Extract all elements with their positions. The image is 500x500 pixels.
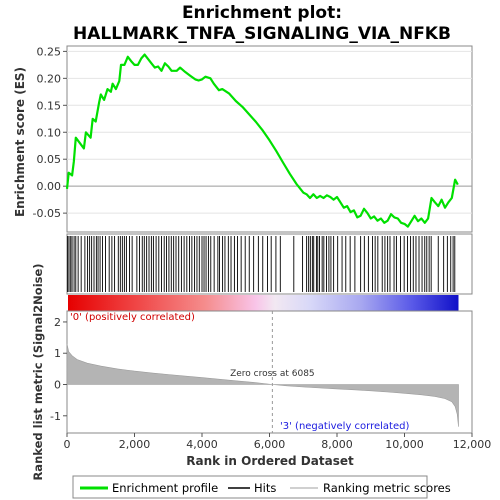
metric-y-tick-label: -1	[50, 410, 61, 423]
legend-label-ranking: Ranking metric scores	[323, 481, 451, 495]
es-y-tick-label: -0.05	[33, 207, 61, 220]
hits-group	[67, 236, 456, 292]
es-y-tick-label: 0.05	[37, 153, 62, 166]
es-y-tick-label: 0.15	[37, 99, 62, 112]
title-line-1: Enrichment plot:	[182, 3, 342, 23]
enrichment-profile-line	[65, 53, 459, 228]
metric-y-axis-title: Ranked list metric (Signal2Noise)	[31, 263, 45, 480]
legend-label-enrichment: Enrichment profile	[112, 481, 218, 495]
metric-y-tick-label: 1	[54, 347, 61, 360]
negative-correlation-label: '3' (negatively correlated)	[280, 421, 409, 432]
metric-y-tick-label: 0	[54, 379, 61, 392]
enrichment-profile-line-group	[65, 53, 459, 228]
metric-y-tick-label: 2	[54, 316, 61, 329]
ranking-metric-group	[66, 343, 459, 427]
metric-y-ticks: 2 1 0 -1	[50, 316, 67, 423]
legend-box	[72, 475, 428, 499]
ranking-color-bar	[68, 295, 459, 311]
ranking-metric-area	[66, 343, 459, 427]
hits-panel-frame	[66, 233, 473, 295]
es-y-tick-label: 0.25	[37, 45, 62, 58]
es-y-tick-label: 0.00	[37, 180, 62, 193]
x-tick-label: 4,000	[186, 438, 218, 451]
zero-cross-label: Zero cross at 6085	[230, 369, 315, 379]
legend-label-hits: Hits	[254, 481, 276, 495]
x-tick-label: 2,000	[119, 438, 151, 451]
es-y-tick-label: 0.20	[37, 72, 62, 85]
x-tick-label: 10,000	[385, 438, 424, 451]
es-y-tick-label: 0.10	[37, 126, 62, 139]
positive-correlation-label: '0' (positively correlated)	[70, 312, 195, 323]
x-tick-label: 0	[64, 438, 71, 451]
x-tick-label: 12,000	[453, 438, 492, 451]
x-axis-ticks: 0 2,000 4,000 6,000 8,000 10,000 12,000	[64, 433, 492, 451]
es-y-axis-title: Enrichment score (ES)	[13, 67, 27, 217]
es-panel-grid	[67, 50, 472, 214]
x-axis-title: Rank in Ordered Dataset	[186, 454, 354, 468]
x-tick-label: 6,000	[254, 438, 286, 451]
es-y-ticks: 0.25 0.20 0.15 0.10 0.05 0.00 -0.05	[33, 45, 67, 220]
title-line-2: HALLMARK_TNFA_SIGNALING_VIA_NFKB	[73, 24, 451, 44]
x-tick-label: 8,000	[321, 438, 353, 451]
